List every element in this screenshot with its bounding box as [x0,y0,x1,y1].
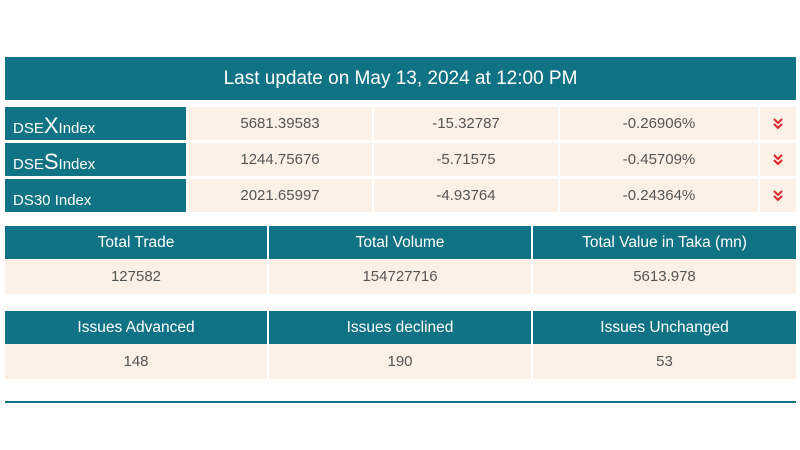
table-row: 148 190 53 [5,344,796,379]
double-chevron-down-icon [773,189,783,202]
total-volume-header: Total Volume [269,226,533,259]
issues-advanced-value: 148 [5,344,269,379]
index-percent-change: -0.45709% [558,143,758,176]
last-update-header: Last update on May 13, 2024 at 12:00 PM [5,57,796,100]
trend-cell [758,143,796,176]
total-value-header: Total Value in Taka (mn) [533,226,796,259]
index-value: 5681.39583 [186,107,372,140]
index-percent-change: -0.26906% [558,107,758,140]
total-trade-header: Total Trade [5,226,269,259]
total-trade-value: 127582 [5,259,269,294]
issues-advanced-header: Issues Advanced [5,311,269,344]
index-value: 2021.65997 [186,179,372,212]
divider [5,401,796,403]
double-chevron-down-icon [773,153,783,166]
index-row-dsex: DSE X Index 5681.39583 -15.32787 -0.26906… [5,107,796,140]
index-row-dses: DSE S Index 1244.75676 -5.71575 -0.45709% [5,143,796,176]
issues-unchanged-value: 53 [533,344,796,379]
index-name: DSE X Index [5,107,186,140]
trend-cell [758,179,796,212]
trade-stats-table: Total Trade Total Volume Total Value in … [5,226,796,294]
table-row: 127582 154727716 5613.978 [5,259,796,294]
last-update-text: Last update on May 13, 2024 at 12:00 PM [223,67,578,89]
index-change: -5.71575 [372,143,558,176]
index-name: DSE S Index [5,143,186,176]
double-chevron-down-icon [773,117,783,130]
table-header-row: Total Trade Total Volume Total Value in … [5,226,796,259]
issues-declined-value: 190 [269,344,533,379]
trend-cell [758,107,796,140]
index-row-ds30: DS30 Index 2021.65997 -4.93764 -0.24364% [5,179,796,212]
total-value-amount: 5613.978 [533,259,796,294]
index-change: -4.93764 [372,179,558,212]
total-volume-value: 154727716 [269,259,533,294]
table-header-row: Issues Advanced Issues declined Issues U… [5,311,796,344]
issues-declined-header: Issues declined [269,311,533,344]
index-name: DS30 Index [5,179,186,212]
index-change: -15.32787 [372,107,558,140]
index-value: 1244.75676 [186,143,372,176]
issue-stats-table: Issues Advanced Issues declined Issues U… [5,311,796,379]
index-percent-change: -0.24364% [558,179,758,212]
issues-unchanged-header: Issues Unchanged [533,311,796,344]
